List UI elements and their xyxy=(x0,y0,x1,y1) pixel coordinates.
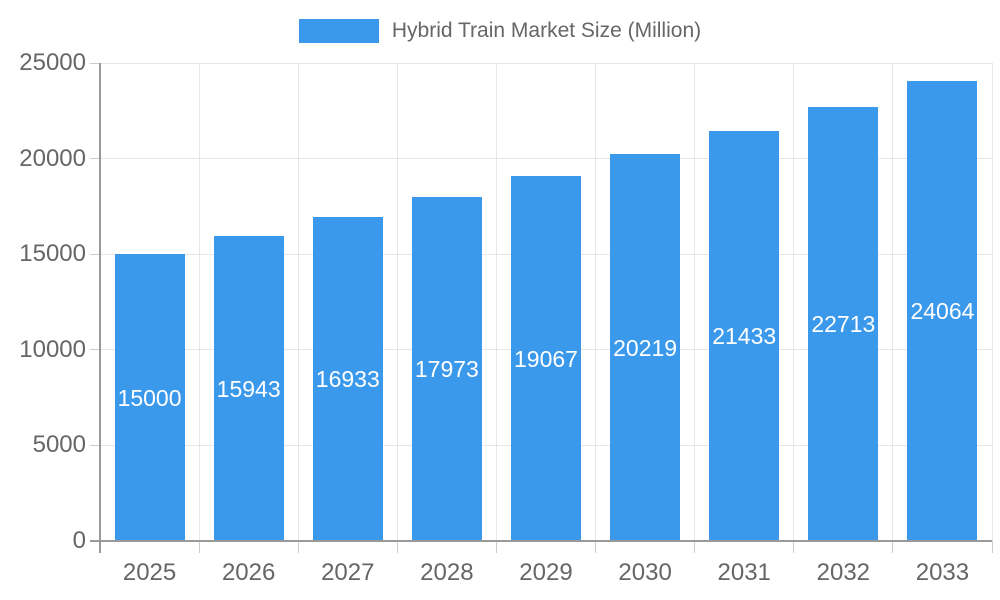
x-tick-mark xyxy=(495,541,497,553)
bar[interactable] xyxy=(709,131,780,541)
legend[interactable]: Hybrid Train Market Size (Million) xyxy=(0,16,1000,46)
x-tick-mark xyxy=(892,541,894,553)
x-axis-tick-label: 2027 xyxy=(321,559,375,586)
x-axis-tick-label: 2029 xyxy=(519,559,573,586)
x-axis-tick-label: 2025 xyxy=(122,559,177,586)
bar-value-label: 17973 xyxy=(414,356,479,383)
bar-value-label: 16933 xyxy=(315,366,380,393)
bar[interactable] xyxy=(213,236,284,541)
bar[interactable] xyxy=(114,254,185,541)
y-axis-tick-label: 20000 xyxy=(19,144,86,172)
x-gridline xyxy=(396,63,398,541)
x-gridline xyxy=(198,63,200,541)
bar[interactable] xyxy=(411,197,482,541)
x-gridline xyxy=(595,63,597,541)
bar[interactable] xyxy=(907,80,978,541)
y-gridline xyxy=(100,158,992,160)
bar-value-label: 21433 xyxy=(712,323,777,350)
x-tick-mark xyxy=(694,541,696,553)
x-axis-line xyxy=(90,540,992,542)
bar-value-label: 15000 xyxy=(117,384,182,411)
x-axis-tick-label: 2031 xyxy=(717,559,771,586)
bar-value-label: 24064 xyxy=(910,297,975,324)
x-gridline xyxy=(694,63,696,541)
y-tick-mark xyxy=(90,444,100,446)
bar-value-label: 20219 xyxy=(613,334,678,361)
x-tick-mark xyxy=(991,541,993,553)
y-axis-line xyxy=(99,63,101,553)
bar[interactable] xyxy=(312,217,383,541)
y-tick-mark xyxy=(90,349,100,351)
x-gridline xyxy=(793,63,795,541)
x-gridline xyxy=(892,63,894,541)
y-gridline xyxy=(100,62,992,64)
y-tick-mark xyxy=(90,62,100,64)
legend-swatch xyxy=(298,19,379,43)
x-tick-mark xyxy=(793,541,795,553)
bar-value-label: 19067 xyxy=(514,345,578,372)
x-tick-mark xyxy=(595,541,597,553)
x-gridline xyxy=(991,63,993,541)
x-axis-tick-label: 2026 xyxy=(221,559,276,586)
x-axis-tick-label: 2033 xyxy=(915,559,970,586)
y-axis-tick-label: 25000 xyxy=(19,49,86,76)
y-axis-tick-label: 15000 xyxy=(19,240,86,268)
bar[interactable] xyxy=(610,154,681,541)
bar-value-label: 22713 xyxy=(811,310,876,337)
legend-label: Hybrid Train Market Size (Million) xyxy=(391,19,702,42)
bar-value-label: 15943 xyxy=(216,375,281,402)
x-gridline xyxy=(495,63,497,541)
bar[interactable] xyxy=(808,106,879,541)
x-axis-tick-label: 2032 xyxy=(816,559,871,586)
y-axis-tick-label: 5000 xyxy=(32,431,86,459)
x-tick-mark xyxy=(396,541,398,553)
y-tick-mark xyxy=(90,253,100,255)
x-gridline xyxy=(297,63,299,541)
y-axis-tick-label: 10000 xyxy=(19,335,86,363)
x-tick-mark xyxy=(297,541,299,553)
x-axis-tick-label: 2028 xyxy=(420,559,474,586)
bar[interactable] xyxy=(510,176,582,541)
x-tick-mark xyxy=(198,541,200,553)
x-axis-tick-label: 2030 xyxy=(618,559,672,586)
y-tick-mark xyxy=(90,158,100,160)
y-axis-tick-label: 0 xyxy=(72,527,86,554)
